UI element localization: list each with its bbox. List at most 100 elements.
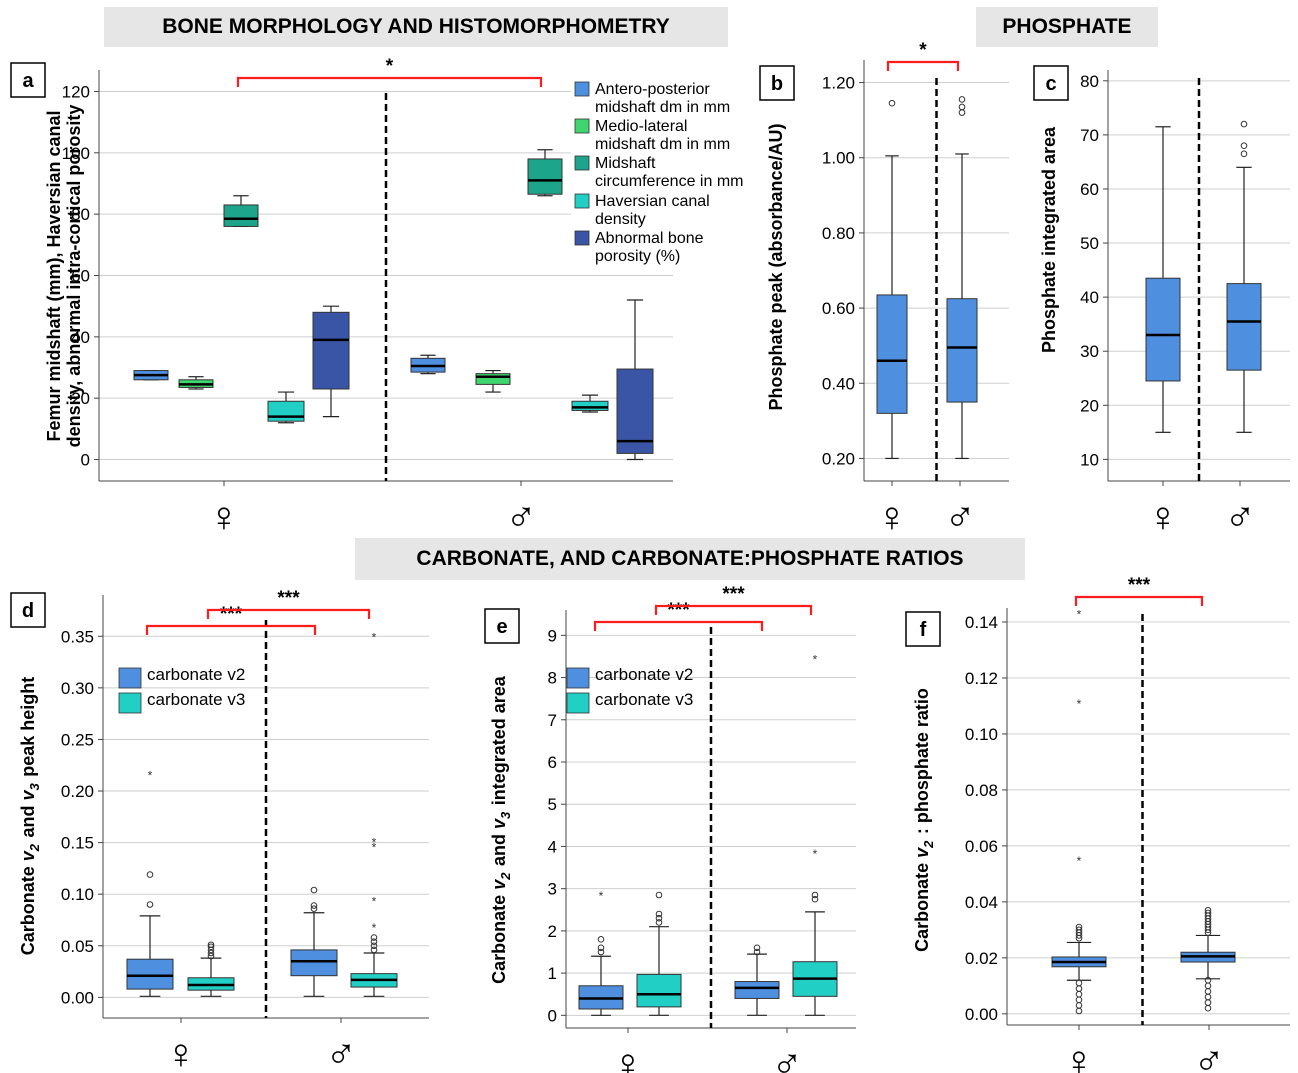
- box-female: [876, 99, 908, 460]
- outlier-point: [1204, 909, 1212, 917]
- outlier-point: [1075, 923, 1083, 931]
- outlier-point: [753, 944, 761, 952]
- y-tick-label: 0.02: [965, 949, 998, 968]
- outlier-point: [370, 934, 378, 941]
- y-tick-label: 10: [1080, 450, 1099, 469]
- box-female: [1145, 126, 1181, 433]
- legend-background: [571, 74, 757, 270]
- y-tick-label: 0.04: [965, 893, 998, 912]
- legend-label: Midshaft: [595, 155, 656, 172]
- outlier-point: [1075, 996, 1083, 1004]
- significance-bracket: [886, 60, 960, 71]
- legend-swatch: [574, 81, 590, 97]
- outlier-point: [1075, 985, 1083, 992]
- outlier-point: [1240, 150, 1248, 158]
- significance-label: *: [386, 56, 394, 77]
- box-iqr: [734, 981, 780, 999]
- y-tick-label: 0.40: [822, 374, 855, 393]
- box-teal-female: [223, 195, 259, 228]
- outlier-point: [1204, 988, 1212, 995]
- legend-label: Medio-lateral: [595, 118, 687, 135]
- outlier-point: [811, 895, 819, 903]
- y-tick-label: 0.08: [965, 781, 998, 800]
- y-tick-label: 0.30: [61, 679, 94, 698]
- y-tick-label: 70: [1080, 126, 1099, 145]
- outlier-point: [1240, 120, 1248, 128]
- y-tick-label: 1.00: [822, 149, 855, 168]
- significance-f: ***: [1074, 575, 1204, 606]
- outlier-point: [597, 948, 605, 956]
- y-tick-label: 2: [548, 922, 557, 941]
- legend-e: carbonate v2 carbonate v3: [566, 665, 693, 714]
- legend-label: midshaft dm in mm: [595, 99, 730, 116]
- extreme-point: *: [1077, 854, 1082, 868]
- outlier-point: [370, 946, 378, 954]
- significance-label: ***: [1128, 575, 1151, 596]
- extreme-point: *: [1077, 697, 1082, 711]
- extreme-point: *: [372, 841, 377, 855]
- y-axis-label: Phosphate integrated area: [1039, 126, 1059, 353]
- panel-badge: [759, 65, 795, 101]
- box-iqr: [223, 204, 259, 227]
- legend-swatch: [574, 155, 590, 171]
- y-tick-label: 4: [548, 837, 557, 856]
- y-tick-label: 0.60: [822, 299, 855, 318]
- box-blue-male: [290, 886, 338, 997]
- section-title-bone: BONE MORPHOLOGY AND HISTOMORPHOMETRY: [104, 7, 728, 47]
- x-tick-label-female: ♀: [876, 493, 908, 540]
- legend-label: carbonate v2: [147, 665, 245, 684]
- legend-label: porosity (%): [595, 248, 680, 265]
- significance-bracket: [236, 76, 543, 87]
- box-male: [1226, 120, 1262, 433]
- outlier-point: [1075, 926, 1083, 934]
- x-tick-label-male: ♂: [771, 1040, 803, 1073]
- box-blue-female: *: [578, 889, 624, 1016]
- box-navy-male: [616, 299, 654, 461]
- y-tick-label: 80: [71, 205, 90, 224]
- legend-label: circumference in mm: [595, 173, 743, 190]
- y-axis-label: Phosphate peak (absorbance/AU): [766, 123, 786, 410]
- significance-d2: ***: [206, 588, 371, 619]
- significance-bracket: [593, 620, 764, 631]
- box-iqr: [126, 958, 174, 990]
- y-axis-label: Carbonate v2 and v3 peak height: [18, 677, 42, 956]
- significance-e2: ***: [654, 584, 813, 615]
- panel-letter: c: [1045, 73, 1056, 95]
- outlier-point: [370, 938, 378, 945]
- significance-bracket: [654, 604, 813, 615]
- x-tick-label-female: ♀: [1063, 1037, 1095, 1073]
- y-tick-label: 1.20: [822, 74, 855, 93]
- box-cyan-female: [636, 891, 682, 1016]
- y-tick-label: 0.25: [61, 730, 94, 749]
- x-tick-label-male: ♂: [505, 493, 537, 540]
- outlier-point: [655, 891, 663, 899]
- outlier-point: [753, 948, 761, 956]
- y-axis-label-line1: Femur midshaft (mm), Haversian canal: [44, 110, 64, 441]
- legend-swatch: [574, 193, 590, 209]
- y-tick-label: 0.35: [61, 627, 94, 646]
- x-tick-label-male: ♂: [944, 493, 976, 540]
- significance-a: *: [236, 56, 543, 87]
- significance-label: *: [919, 40, 927, 61]
- outlier-point: [207, 941, 215, 949]
- outlier-point: [207, 952, 215, 960]
- significance-label: ***: [220, 604, 243, 625]
- y-tick-label: 80: [1080, 72, 1099, 91]
- y-tick-label: 100: [62, 144, 90, 163]
- box-blue-male: [410, 354, 446, 375]
- y-tick-label: 0: [81, 451, 90, 470]
- box-iqr: [876, 294, 908, 414]
- box-iqr: [312, 311, 350, 390]
- legend-d: carbonate v2 carbonate v3: [118, 665, 245, 714]
- y-tick-label: 40: [71, 328, 90, 347]
- box-navy-female: [312, 305, 350, 418]
- section-title-carbonate: CARBONATE, AND CARBONATE:PHOSPHATE RATIO…: [355, 538, 1025, 580]
- y-tick-label: 0.80: [822, 224, 855, 243]
- panel-letter: e: [496, 616, 507, 638]
- box-iqr: [475, 373, 511, 385]
- outlier-point: [1075, 1002, 1083, 1009]
- y-tick-label: 0.14: [965, 613, 998, 632]
- y-tick-label: 60: [71, 267, 90, 286]
- legend-label: carbonate v2: [595, 665, 693, 684]
